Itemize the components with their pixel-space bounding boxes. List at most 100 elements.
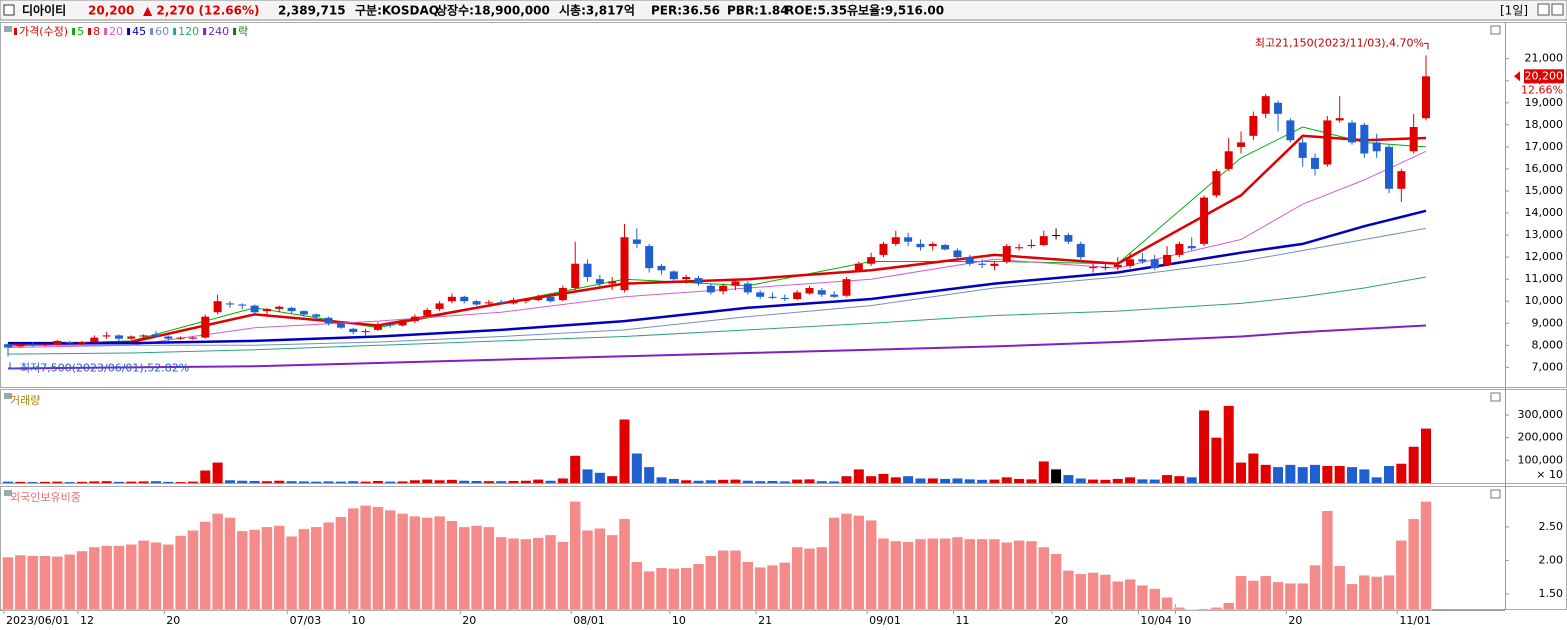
foreign-bar	[1025, 540, 1038, 611]
y-tick-label: 1.50	[1539, 587, 1564, 600]
foreign-bar	[2, 556, 14, 611]
stock-name: 디아이티	[22, 3, 66, 18]
candle-body	[361, 330, 370, 333]
foreign-bar	[840, 513, 853, 611]
foreign-bar	[1296, 582, 1309, 611]
candle-body	[1027, 244, 1036, 247]
candle-body	[1076, 243, 1085, 258]
foreign-bar	[520, 538, 532, 611]
candle-body	[1249, 115, 1258, 136]
volume-bar	[866, 476, 877, 483]
panel-button[interactable]	[1490, 392, 1501, 402]
foreign-title: 외국인보유비중	[10, 491, 81, 504]
y-tick-label: 9,000	[1532, 316, 1564, 329]
cap: 시총:3,817억	[559, 3, 635, 18]
candle-body	[1200, 197, 1209, 244]
y-tick-label: 2.00	[1539, 553, 1564, 566]
candle-body	[1126, 259, 1135, 266]
x-tick-label: 10	[672, 614, 686, 627]
candle-body	[990, 263, 999, 266]
candle-body	[65, 342, 74, 344]
foreign-bar	[1099, 574, 1112, 611]
volume-bar	[1285, 464, 1296, 483]
volume-unit: × 10	[1536, 468, 1563, 481]
moving-average	[7, 324, 1427, 370]
market: 구분:KOSDAQ	[355, 4, 439, 18]
candle-body	[1224, 151, 1233, 169]
foreign-bar	[261, 526, 273, 611]
candle-body	[40, 344, 49, 346]
volume-bar	[1149, 479, 1160, 483]
candle-body	[1286, 120, 1295, 141]
volume-bar	[459, 480, 470, 483]
foreign-bar	[298, 528, 310, 611]
volume-bar	[27, 482, 38, 483]
candle-body	[312, 314, 321, 317]
y-tick-label: 7,000	[1532, 360, 1564, 373]
x-tick-label: 11/01	[1399, 614, 1431, 627]
volume-bar	[1125, 477, 1136, 483]
foreign-bar	[1309, 564, 1321, 611]
candle-body	[928, 243, 937, 247]
foreign-bar	[1346, 583, 1358, 611]
foreign-bar	[1050, 553, 1062, 611]
volume-bar	[1421, 428, 1431, 483]
volume-bar	[520, 480, 531, 483]
y-tick-label: 19,000	[1525, 96, 1564, 109]
foreign-bar	[396, 513, 409, 611]
foreign-bar	[1185, 609, 1198, 611]
close-button[interactable]	[1551, 3, 1564, 16]
panel-button[interactable]	[1490, 489, 1501, 499]
volume-bar	[89, 481, 100, 483]
candle-body	[509, 300, 518, 304]
max-button[interactable]	[1537, 3, 1550, 16]
candle-body	[77, 342, 86, 344]
legend-label: 120	[178, 25, 199, 38]
period[interactable]: [1일]	[1500, 4, 1528, 18]
per: PER:36.56	[651, 4, 720, 18]
price-tag-label: 20,200	[1525, 69, 1564, 82]
foreign-bar	[137, 540, 150, 611]
legend-label: 20	[109, 25, 123, 38]
x-tick-label: 21	[758, 614, 772, 627]
panel-button[interactable]	[1490, 25, 1501, 35]
volume-bar	[471, 480, 482, 483]
candle-body	[1039, 236, 1048, 245]
price-tag-box	[1524, 69, 1564, 84]
candle-body	[53, 340, 62, 345]
foreign-bar	[1161, 597, 1173, 611]
foreign-bar	[890, 540, 902, 611]
foreign-bar	[14, 554, 27, 611]
foreign-bar	[1074, 573, 1087, 611]
legend-swatch	[88, 28, 92, 35]
foreign-bar	[877, 538, 890, 611]
candle-body	[867, 257, 876, 264]
moving-average	[8, 227, 1427, 346]
y-tick-label: 18,000	[1525, 118, 1564, 131]
candle-body	[817, 290, 826, 295]
foreign-bar	[322, 521, 335, 611]
volume-bar	[570, 455, 581, 483]
volume-bar	[1260, 464, 1271, 483]
volume-bar	[1162, 475, 1173, 483]
candle-body	[546, 296, 555, 302]
foreign-bar	[742, 561, 754, 611]
legend-label: 60	[155, 25, 169, 38]
roe: ROE:5.35	[785, 4, 847, 18]
candle-body	[1175, 243, 1184, 255]
pbr: PBR:1.84	[727, 4, 789, 18]
foreign-bar	[1370, 576, 1383, 611]
volume-bar	[101, 481, 112, 483]
volume-bar	[113, 481, 124, 483]
foreign-bar	[1407, 518, 1420, 611]
volume-bar	[816, 481, 827, 483]
foreign-bar	[273, 525, 286, 611]
candle-body	[1163, 254, 1172, 265]
candle-body	[1261, 96, 1270, 114]
candle-body	[1409, 127, 1418, 152]
foreign-bar	[1111, 580, 1124, 611]
volume-bar	[533, 479, 544, 483]
x-tick-label: 12	[80, 614, 94, 627]
foreign-bar	[655, 567, 668, 611]
checkbox[interactable]	[3, 4, 15, 16]
